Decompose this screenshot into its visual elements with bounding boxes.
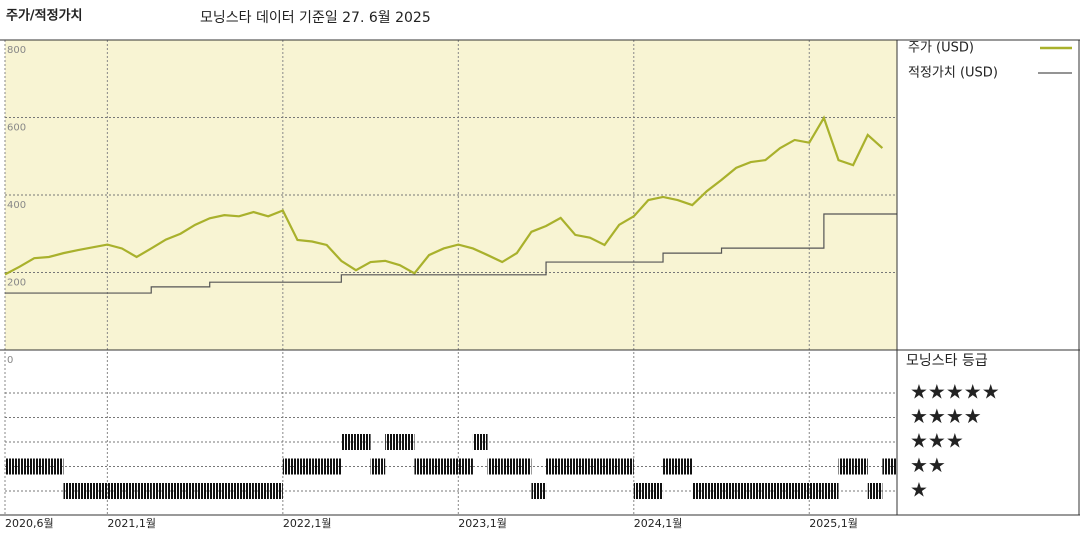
rating-level: ★★★★ — [910, 404, 982, 428]
rating-bar — [282, 458, 298, 475]
rating-bar — [809, 483, 824, 499]
rating-level: ★★★ — [910, 429, 964, 453]
rating-bar — [195, 483, 210, 499]
rating-bar — [487, 458, 503, 475]
rating-bar — [736, 483, 751, 499]
y-tick-label: 200 — [7, 278, 26, 289]
rating-bar — [107, 483, 122, 499]
series-line — [4, 115, 884, 276]
chart-subtitle: 모닝스타 데이터 기준일 27. 6월 2025 — [200, 10, 431, 26]
rating-bar — [34, 458, 49, 475]
rating-bar — [385, 434, 400, 450]
rating-bar — [794, 483, 810, 499]
rating-bar — [823, 483, 839, 499]
rating-bar — [180, 483, 196, 499]
rating-bar — [546, 458, 561, 475]
rating-bar — [297, 458, 313, 475]
rating-bar — [326, 458, 342, 475]
rating-bar — [575, 458, 590, 475]
rating-bar — [458, 458, 473, 475]
chart-title: 주가/적정가치 — [6, 8, 83, 24]
rating-bar — [312, 458, 327, 475]
rating-bar — [853, 458, 868, 475]
rating-bar — [531, 483, 547, 499]
rating-bar — [648, 483, 664, 499]
rating-bar — [765, 483, 781, 499]
x-tick-label: 2023,1월 — [458, 517, 507, 530]
rating-bar — [136, 483, 152, 499]
rating-bar — [677, 458, 693, 475]
rating-bar — [268, 483, 283, 499]
rating-bar — [633, 483, 649, 499]
rating-bar — [706, 483, 722, 499]
rating-bar — [224, 483, 239, 499]
rating-bar — [472, 434, 488, 450]
rating-bar — [19, 458, 35, 475]
rating-bar — [414, 458, 430, 475]
rating-bar — [443, 458, 459, 475]
rating-level: ★★★★★ — [910, 380, 1000, 404]
y-tick-label: 0 — [7, 355, 13, 366]
rating-bar — [780, 483, 795, 499]
y-tick-label: 800 — [7, 45, 26, 56]
rating-bar — [882, 458, 897, 475]
rating-bar — [238, 483, 254, 499]
legend-label: 적정가치 (USD) — [908, 66, 998, 81]
x-tick-label: 2025,1월 — [809, 517, 858, 530]
rating-bar — [92, 483, 108, 499]
rating-bar — [619, 458, 634, 475]
rating-bar — [589, 458, 605, 475]
rating-bar — [502, 458, 517, 475]
rating-bar — [663, 458, 678, 475]
rating-bar — [5, 458, 20, 475]
rating-bar — [151, 483, 166, 499]
rating-bar — [721, 483, 737, 499]
x-tick-label: 2022,1월 — [283, 517, 332, 530]
y-tick-label: 600 — [7, 123, 26, 134]
rating-bar — [604, 458, 620, 475]
rating-bar — [867, 483, 883, 499]
rating-bar — [399, 434, 415, 450]
rating-bar — [165, 483, 181, 499]
rating-bar — [838, 458, 854, 475]
legend-label: 주가 (USD) — [908, 41, 974, 56]
rating-bar — [370, 458, 386, 475]
rating-bar — [209, 483, 225, 499]
rating-bar — [692, 483, 707, 499]
rating-bar — [750, 483, 766, 499]
series-line — [5, 213, 897, 294]
rating-bar — [560, 458, 576, 475]
rating-level: ★ — [910, 478, 928, 502]
rating-bar — [429, 458, 444, 475]
rating-bar — [78, 483, 93, 499]
rating-bar — [121, 483, 137, 499]
rating-title: 모닝스타 등급 — [906, 353, 988, 369]
rating-bar — [341, 434, 356, 450]
x-tick-label: 2021,1월 — [107, 517, 156, 530]
x-tick-label: 2024,1월 — [634, 517, 683, 530]
rating-bar — [355, 434, 371, 450]
x-tick-label: 2020,6월 — [5, 517, 54, 530]
rating-bar — [516, 458, 532, 475]
rating-bar — [63, 483, 79, 499]
rating-bar — [253, 483, 269, 499]
rating-bar — [48, 458, 64, 475]
rating-level: ★★ — [910, 453, 946, 477]
y-tick-label: 400 — [7, 200, 26, 211]
